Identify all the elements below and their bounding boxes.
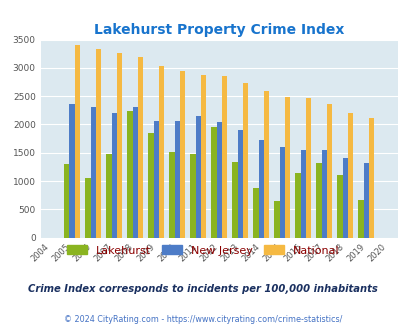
Bar [295, 173, 300, 238]
Bar [279, 147, 284, 238]
Bar [64, 164, 69, 238]
Bar [117, 53, 122, 238]
Bar [200, 75, 206, 238]
Bar [274, 201, 279, 238]
Bar [242, 83, 247, 238]
Bar [337, 175, 342, 238]
Bar [363, 163, 368, 238]
Bar [221, 76, 226, 238]
Bar [321, 150, 326, 238]
Bar [153, 121, 158, 238]
Bar [75, 45, 80, 238]
Bar [258, 140, 263, 238]
Bar [137, 56, 143, 238]
Text: © 2024 CityRating.com - https://www.cityrating.com/crime-statistics/: © 2024 CityRating.com - https://www.city… [64, 315, 341, 324]
Bar [232, 162, 237, 238]
Bar [190, 154, 195, 238]
Bar [300, 150, 305, 238]
Bar [174, 121, 179, 238]
Bar [326, 104, 331, 238]
Bar [85, 178, 90, 238]
Bar [158, 66, 164, 238]
Bar [358, 200, 363, 238]
Title: Lakehurst Property Crime Index: Lakehurst Property Crime Index [94, 23, 343, 37]
Bar [284, 97, 290, 238]
Bar [368, 118, 373, 238]
Bar [148, 133, 153, 238]
Text: Crime Index corresponds to incidents per 100,000 inhabitants: Crime Index corresponds to incidents per… [28, 284, 377, 294]
Bar [195, 116, 200, 238]
Bar [127, 112, 132, 238]
Bar [211, 127, 216, 238]
Bar [90, 107, 96, 238]
Bar [342, 158, 347, 238]
Bar [132, 107, 137, 238]
Bar [237, 130, 242, 238]
Bar [96, 49, 101, 238]
Bar [315, 163, 321, 238]
Bar [169, 151, 174, 238]
Legend: Lakehurst, New Jersey, National: Lakehurst, New Jersey, National [62, 241, 343, 260]
Bar [111, 113, 117, 238]
Bar [253, 188, 258, 238]
Bar [263, 90, 269, 238]
Bar [69, 104, 75, 238]
Bar [216, 122, 221, 238]
Bar [305, 98, 310, 238]
Bar [106, 154, 111, 238]
Bar [347, 113, 352, 238]
Bar [179, 71, 185, 238]
